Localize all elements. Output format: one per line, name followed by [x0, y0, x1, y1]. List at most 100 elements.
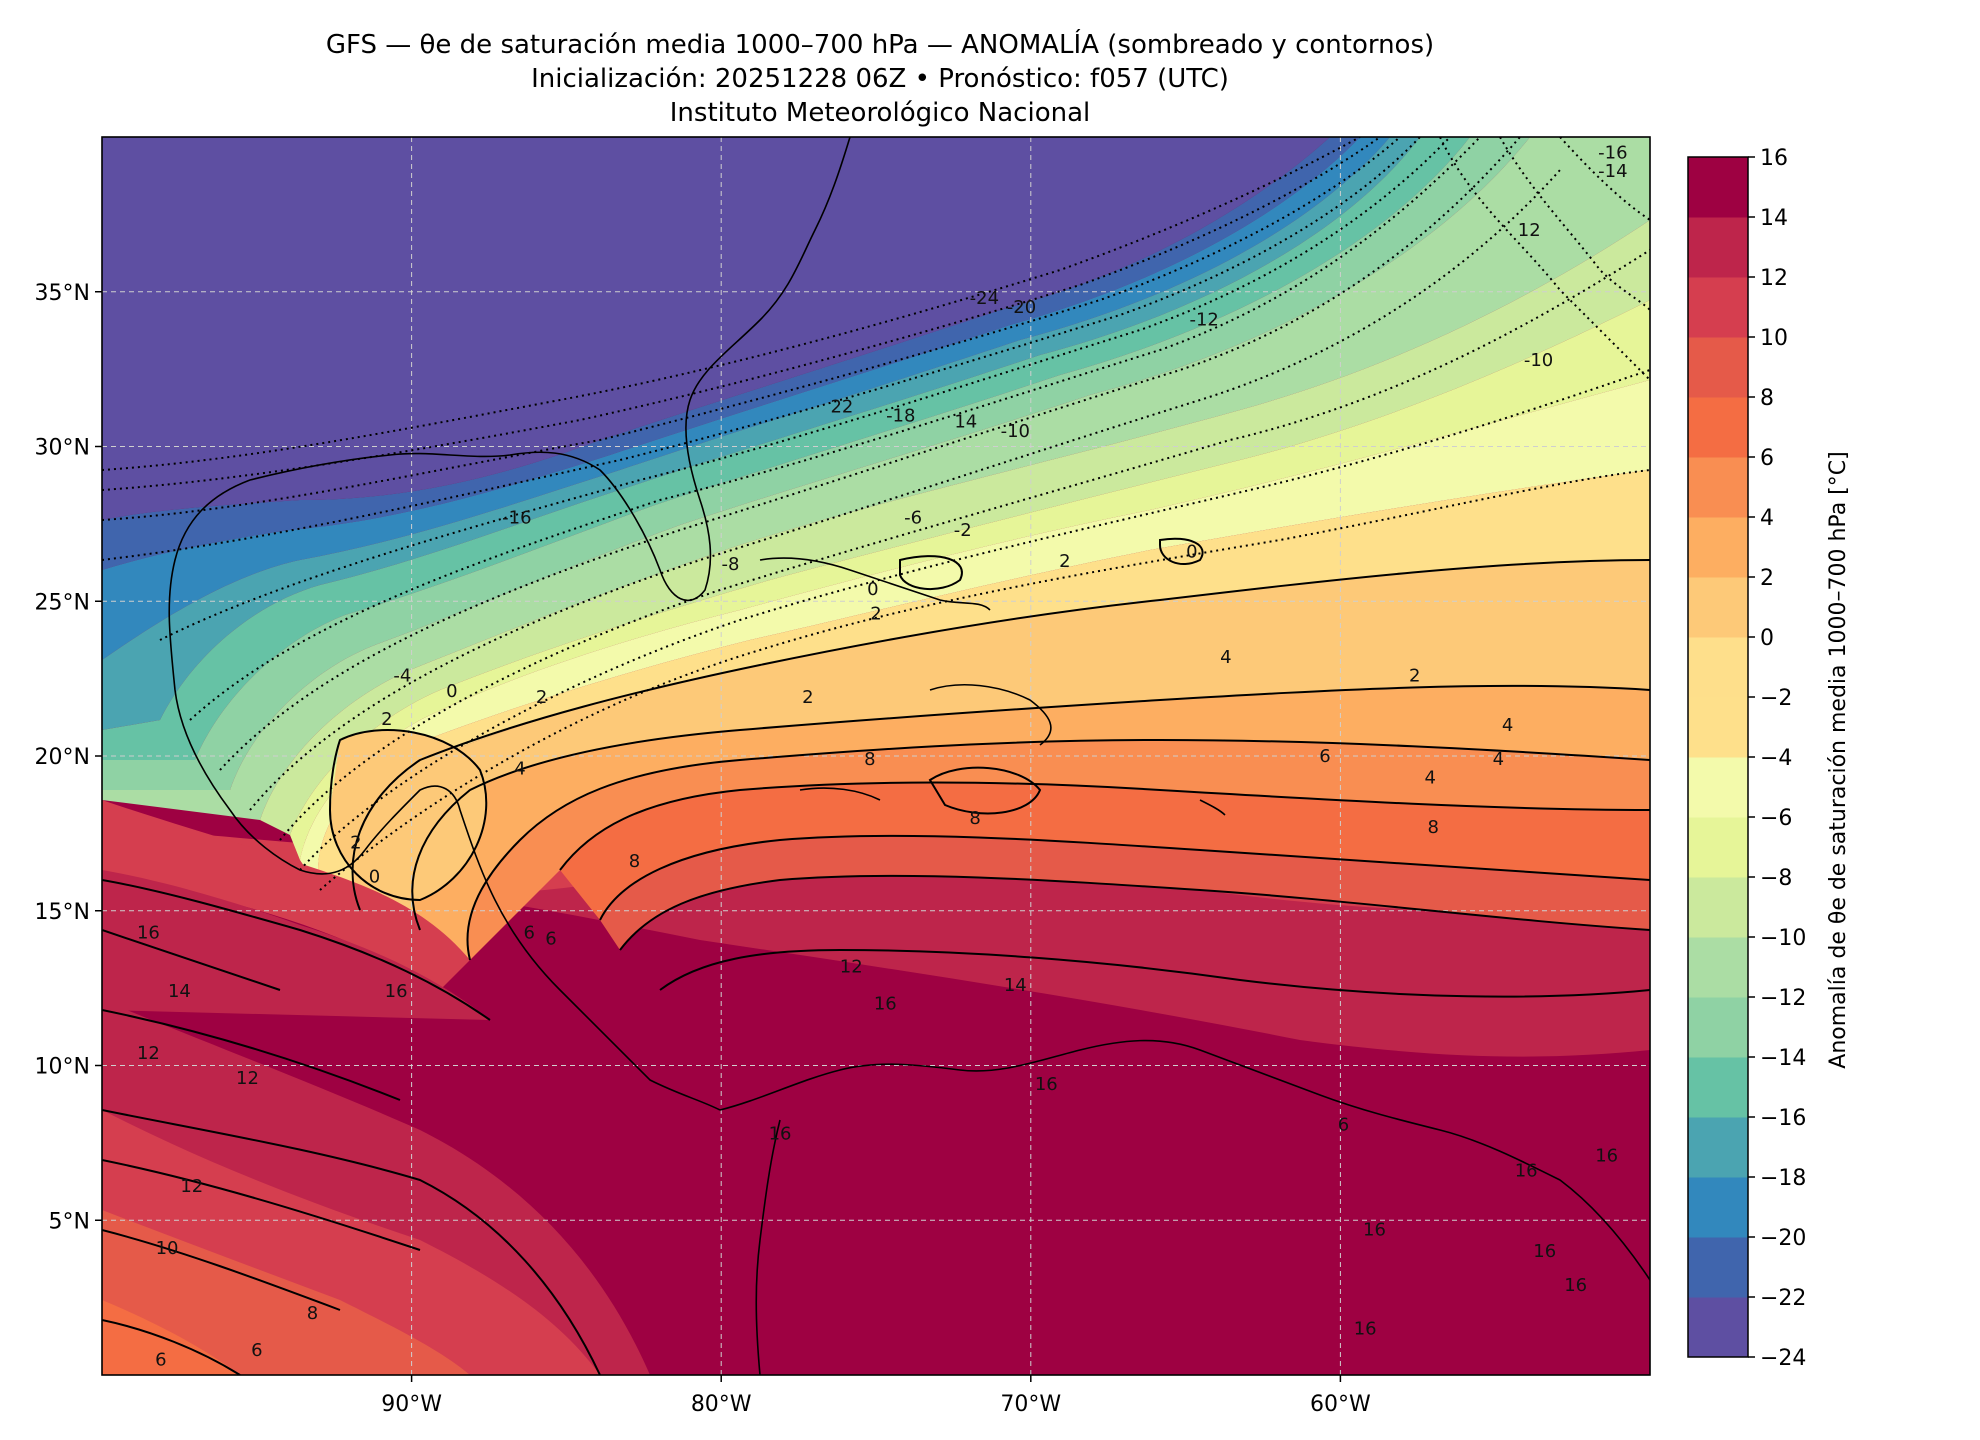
colorbar-tick-label: 16	[1760, 146, 1788, 171]
contour-label: -16	[1598, 142, 1627, 163]
colorbar-tick-label: 4	[1760, 506, 1774, 531]
lon-tick-label: 80°W	[691, 1392, 752, 1417]
colorbar-tick-label: 2	[1760, 566, 1774, 591]
colorbar-segment	[1688, 1237, 1748, 1298]
contour-label: -20	[1007, 297, 1036, 318]
colorbar-segment	[1688, 337, 1748, 398]
colorbar-segment	[1688, 517, 1748, 578]
contour-label: 6	[155, 1350, 166, 1371]
contour-label: 4	[1493, 749, 1504, 770]
contour-label: 4	[514, 758, 525, 779]
contour-label: 16	[137, 922, 160, 943]
colorbar-segment	[1688, 1117, 1748, 1178]
contour-label: 2	[1409, 666, 1420, 687]
colorbar-segment	[1688, 817, 1748, 878]
colorbar-segment	[1688, 157, 1748, 218]
colorbar-segment	[1688, 937, 1748, 998]
lat-tick-label: 10°N	[35, 1055, 90, 1080]
contour-label: 14	[168, 981, 191, 1002]
lat-tick-label: 35°N	[35, 281, 90, 306]
contour-label: 0	[369, 867, 380, 888]
contour-label: 8	[629, 851, 640, 872]
contour-label: -6	[904, 508, 922, 529]
contour-label: -10	[1001, 421, 1030, 442]
map-subtitle-institute: Instituto Meteorológico Nacional	[669, 98, 1091, 128]
contour-label: -16	[502, 508, 531, 529]
colorbar-label: Anomalía de θe de saturación media 1000–…	[1826, 451, 1851, 1068]
contour-label: 16	[1564, 1275, 1587, 1296]
contour-label: 16	[874, 994, 897, 1015]
contour-label: 12	[840, 956, 863, 977]
contour-label: -14	[1598, 161, 1627, 182]
colorbar-segment	[1688, 877, 1748, 938]
colorbar-tick-label: 14	[1760, 206, 1788, 231]
colorbar-segment	[1688, 1057, 1748, 1118]
colorbar-tick-label: −22	[1760, 1286, 1806, 1311]
contour-label: 16	[1354, 1319, 1377, 1340]
colorbar-segment	[1688, 457, 1748, 518]
colorbar-tick-label: −24	[1760, 1346, 1806, 1371]
contour-label: -4	[393, 666, 411, 687]
contour-label: 2	[870, 604, 881, 625]
contour-label: 16	[769, 1124, 792, 1145]
contour-label: 4	[1424, 768, 1435, 789]
colorbar-tick-label: −12	[1760, 986, 1806, 1011]
colorbar-segment	[1688, 217, 1748, 278]
contour-label: 2	[381, 709, 392, 730]
contour-label: 2	[536, 687, 547, 708]
contour-lines	[102, 137, 1650, 1375]
colorbar-tick-label: 8	[1760, 386, 1774, 411]
colorbar-segment	[1688, 757, 1748, 818]
colorbar-segment	[1688, 997, 1748, 1058]
lon-tick-label: 90°W	[381, 1392, 442, 1417]
longitude-ticks: 90°W 80°W 70°W 60°W	[381, 1375, 1371, 1417]
contour-label: 16	[1035, 1074, 1058, 1095]
map-subtitle-init: Inicialización: 20251228 06Z • Pronóstic…	[531, 64, 1229, 94]
colorbar-tick-label: −2	[1760, 686, 1792, 711]
colorbar-tick-label: −20	[1760, 1226, 1806, 1251]
contour-label: 12	[137, 1043, 160, 1064]
contour-label: 6	[1338, 1114, 1349, 1135]
contour-label: 16	[1515, 1161, 1538, 1182]
coastlines	[168, 137, 1650, 1375]
map-title: GFS — θe de saturación media 1000–700 hP…	[325, 30, 1435, 60]
contour-label: -10	[1524, 350, 1553, 371]
gridlines	[102, 137, 1650, 1375]
contour-label: 8	[307, 1303, 318, 1324]
contour-label: 22	[830, 396, 853, 417]
colorbar-segment	[1688, 697, 1748, 758]
contour-label: 14	[954, 412, 977, 433]
contour-label: 12	[236, 1068, 259, 1089]
lat-tick-label: 5°N	[49, 1209, 90, 1234]
lon-tick-label: 60°W	[1310, 1392, 1371, 1417]
contour-label: 0	[867, 579, 878, 600]
contour-label: 6	[1319, 746, 1330, 767]
contour-label: 6	[545, 929, 556, 950]
colorbar-tick-label: −16	[1760, 1106, 1806, 1131]
lat-tick-label: 20°N	[35, 745, 90, 770]
colorbar-tick-label: −6	[1760, 806, 1792, 831]
colorbar-tick-label: −14	[1760, 1046, 1806, 1071]
contour-label: 12	[180, 1176, 203, 1197]
contour-label: 8	[1428, 817, 1439, 838]
colorbar-tick-label: 6	[1760, 446, 1774, 471]
contour-label: -2	[954, 520, 972, 541]
colorbar-segment	[1688, 637, 1748, 698]
contour-label: -12	[1189, 310, 1218, 331]
colorbar-tick-label: 0	[1760, 626, 1774, 651]
colorbar-segment	[1688, 577, 1748, 638]
contour-label: -24	[970, 288, 999, 309]
colorbar-tick-label: −4	[1760, 746, 1792, 771]
lon-tick-label: 70°W	[1000, 1392, 1061, 1417]
contour-label: 14	[1004, 975, 1027, 996]
contour-label: 4	[1220, 647, 1231, 668]
colorbar: −24−22−20−18−16−14−12−10−8−6−4−202468101…	[1687, 146, 1806, 1371]
contour-label: 16	[1363, 1220, 1386, 1241]
colorbar-tick-label: −10	[1760, 926, 1806, 951]
contour-label: 0	[1186, 542, 1197, 563]
contour-label: 8	[969, 808, 980, 829]
colorbar-tick-label: −18	[1760, 1166, 1806, 1191]
contour-label: 6	[524, 922, 535, 943]
